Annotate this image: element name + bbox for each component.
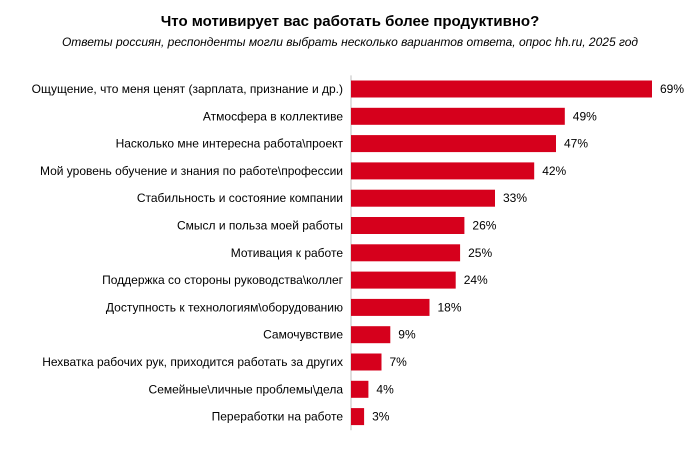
value-label: 7% (390, 355, 408, 369)
category-label: Семейные\личные проблемы\дела (149, 382, 344, 396)
category-label: Стабильность и состояние компании (137, 191, 343, 205)
bar (351, 326, 391, 344)
category-label: Нехватка рабочих рук, приходится работат… (42, 355, 343, 369)
bar (351, 189, 495, 207)
value-label: 26% (472, 219, 496, 233)
category-label: Мой уровень обучение и знания по работе\… (40, 164, 343, 178)
category-label: Поддержка со стороны руководства\коллег (102, 273, 344, 287)
category-label: Переработки на работе (212, 410, 344, 424)
category-label: Ощущение, что меня ценят (зарплата, приз… (32, 82, 343, 96)
bars (351, 80, 652, 426)
bar (351, 80, 652, 98)
value-label: 9% (398, 328, 416, 342)
category-label: Смысл и польза моей работы (177, 219, 343, 233)
category-label: Самочувствие (263, 328, 343, 342)
chart-title: Что мотивирует вас работать более продук… (160, 13, 540, 30)
bar (351, 353, 382, 371)
value-label: 4% (376, 382, 394, 396)
category-labels: Ощущение, что меня ценят (зарплата, приз… (32, 82, 344, 424)
value-label: 24% (464, 273, 488, 287)
bar (351, 244, 461, 262)
category-label: Доступность к технологиям\оборудованию (106, 300, 343, 314)
value-labels: 69% 49% 47% 42% 33% 26% 25% 24%18% 9% 7% 4% 3% (372, 82, 684, 424)
value-label: 25% (468, 246, 492, 260)
value-label: 18% (438, 300, 462, 314)
chart-subtitle: Ответы россиян, респонденты могли выбрат… (61, 35, 639, 49)
value-label: 3% (372, 410, 390, 424)
bar (351, 380, 369, 398)
category-label: Мотивация к работе (231, 246, 344, 260)
value-label: 42% (542, 164, 566, 178)
bar (351, 162, 535, 180)
bar (351, 408, 365, 426)
value-label: 33% (503, 191, 527, 205)
category-label: Атмосфера в коллективе (203, 109, 343, 123)
value-label: 47% (564, 137, 588, 151)
bar (351, 135, 556, 153)
bar (351, 298, 430, 316)
value-label: 69% (660, 82, 684, 96)
value-label: 49% (573, 109, 597, 123)
category-label: Насколько мне интересна работа\проект (116, 137, 344, 151)
bar (351, 217, 465, 234)
bar (351, 107, 565, 125)
bar (351, 271, 456, 289)
